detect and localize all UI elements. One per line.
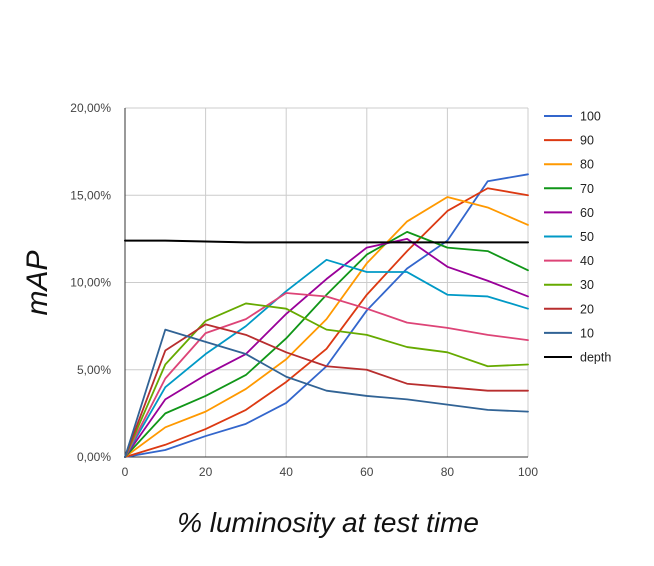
legend-label: 60 bbox=[580, 206, 594, 220]
legend-item-40: 40 bbox=[544, 254, 594, 268]
legend-label: 30 bbox=[580, 278, 594, 292]
x-tick-label: 80 bbox=[441, 465, 455, 479]
x-tick-label: 40 bbox=[280, 465, 294, 479]
legend-item-70: 70 bbox=[544, 182, 594, 196]
series-line-50 bbox=[124, 258, 529, 458]
series-line-60 bbox=[124, 237, 529, 458]
legend-label: depth bbox=[580, 351, 611, 365]
x-tick-label: 60 bbox=[360, 465, 374, 479]
legend-item-80: 80 bbox=[544, 158, 594, 172]
legend-item-30: 30 bbox=[544, 278, 594, 292]
legend-label: 50 bbox=[580, 230, 594, 244]
x-axis-ticks: 0 20 40 60 80 100 bbox=[122, 465, 539, 479]
y-axis-title: mAP bbox=[21, 250, 54, 315]
series-line-depth bbox=[124, 239, 529, 244]
legend-item-20: 20 bbox=[544, 302, 594, 316]
series-line-70 bbox=[124, 230, 529, 458]
y-tick-label: 20,00% bbox=[70, 101, 111, 115]
legend-label: 20 bbox=[580, 302, 594, 316]
x-tick-label: 20 bbox=[199, 465, 213, 479]
grid-lines bbox=[125, 107, 529, 457]
legend-item-60: 60 bbox=[544, 206, 594, 220]
legend-item-depth: depth bbox=[544, 351, 611, 365]
legend: 100 90 80 70 60 50 40 30 20 10 depth bbox=[544, 110, 611, 365]
legend-item-10: 10 bbox=[544, 326, 594, 340]
legend-label: 90 bbox=[580, 134, 594, 148]
series-line-90 bbox=[124, 187, 529, 458]
legend-label: 100 bbox=[580, 110, 601, 124]
series-lines bbox=[124, 173, 529, 458]
series-line-80 bbox=[124, 196, 529, 458]
legend-item-100: 100 bbox=[544, 110, 601, 124]
legend-label: 10 bbox=[580, 326, 594, 340]
y-tick-label: 0,00% bbox=[77, 450, 111, 464]
legend-item-90: 90 bbox=[544, 134, 594, 148]
axes bbox=[124, 108, 528, 458]
series-line-100 bbox=[124, 173, 529, 458]
legend-label: 70 bbox=[580, 182, 594, 196]
series-line-30 bbox=[124, 302, 529, 458]
series-line-10 bbox=[124, 328, 529, 458]
x-tick-label: 100 bbox=[518, 465, 538, 479]
x-axis-title: % luminosity at test time bbox=[177, 507, 479, 538]
series-line-20 bbox=[124, 323, 529, 458]
y-tick-label: 10,00% bbox=[70, 276, 111, 290]
legend-label: 40 bbox=[580, 254, 594, 268]
y-tick-label: 5,00% bbox=[77, 363, 111, 377]
y-tick-label: 15,00% bbox=[70, 188, 111, 202]
y-axis-ticks: 0,00% 5,00% 10,00% 15,00% 20,00% bbox=[70, 101, 111, 464]
legend-item-50: 50 bbox=[544, 230, 594, 244]
series-line-40 bbox=[124, 292, 529, 458]
x-tick-label: 0 bbox=[122, 465, 129, 479]
legend-label: 80 bbox=[580, 158, 594, 172]
